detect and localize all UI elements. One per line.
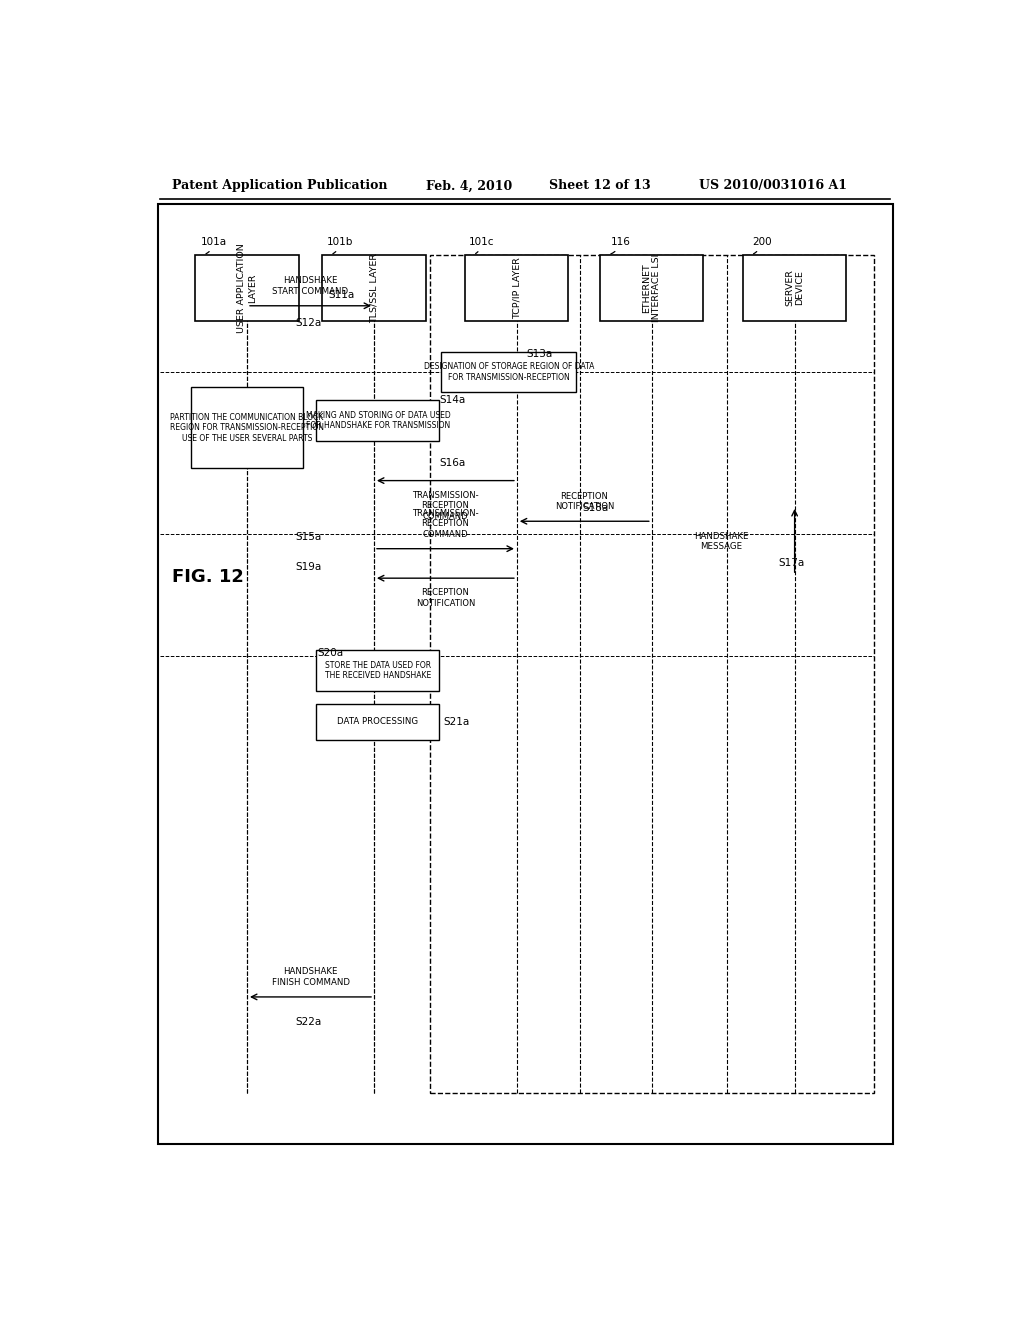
Text: 101b: 101b [328,236,353,253]
Text: TCP/IP LAYER: TCP/IP LAYER [512,257,521,319]
Bar [430,255,873,1093]
Text: S16a: S16a [439,458,465,469]
Text: 116: 116 [610,236,631,253]
Text: 101a: 101a [201,236,227,253]
Text: HANDSHAKE
START COMMAND: HANDSHAKE START COMMAND [272,276,348,296]
Text: RECEPTION
NOTIFICATION: RECEPTION NOTIFICATION [555,491,614,511]
Text: DESIGNATION OF STORAGE REGION OF DATA
FOR TRANSMISSION-RECEPTION: DESIGNATION OF STORAGE REGION OF DATA FO… [424,362,594,381]
Text: S15a: S15a [296,532,323,541]
Text: S22a: S22a [296,1018,323,1027]
Text: FIG. 12: FIG. 12 [172,568,244,586]
Bar [600,255,703,321]
Text: S18a: S18a [582,503,608,513]
Text: 200: 200 [752,236,771,253]
Text: S21a: S21a [443,717,469,727]
Text: TLS/SSL LAYER: TLS/SSL LAYER [370,253,379,323]
Bar [191,387,303,469]
Text: TRANSMISSION-
RECEPTION
COMMAND: TRANSMISSION- RECEPTION COMMAND [412,491,479,520]
Bar [316,704,439,739]
Text: MAKING AND STORING OF DATA USED
FOR HANDSHAKE FOR TRANSMISSION: MAKING AND STORING OF DATA USED FOR HAND… [305,411,451,430]
Text: S14a: S14a [439,395,465,405]
Bar [743,255,846,321]
Text: S13a: S13a [526,348,553,359]
Bar [316,400,439,441]
Bar [196,255,299,321]
Bar [316,651,439,690]
Text: US 2010/0031016 A1: US 2010/0031016 A1 [699,180,848,193]
Text: RECEPTION
NOTIFICATION: RECEPTION NOTIFICATION [416,589,475,607]
Text: ETHERNET
INTERFACE LSI: ETHERNET INTERFACE LSI [642,253,662,322]
Text: STORE THE DATA USED FOR
THE RECEIVED HANDSHAKE: STORE THE DATA USED FOR THE RECEIVED HAN… [325,661,431,680]
Text: SERVER
DEVICE: SERVER DEVICE [785,269,804,306]
Text: S19a: S19a [296,562,323,572]
Text: S11a: S11a [328,289,354,300]
Text: Feb. 4, 2010: Feb. 4, 2010 [426,180,512,193]
Text: USER APPLICATION
LAYER: USER APPLICATION LAYER [238,243,257,333]
Bar [441,351,577,392]
Bar [323,255,426,321]
Text: PARTITION THE COMMUNICATION BLOCK
REGION FOR TRANSMISSION-RECEPTION
USE OF THE U: PARTITION THE COMMUNICATION BLOCK REGION… [170,413,324,442]
Text: Sheet 12 of 13: Sheet 12 of 13 [549,180,650,193]
Text: S17a: S17a [778,558,805,568]
Text: DATA PROCESSING: DATA PROCESSING [338,718,419,726]
Text: S12a: S12a [296,318,323,329]
Text: TRANSMISSION-
RECEPTION
COMMAND: TRANSMISSION- RECEPTION COMMAND [412,508,479,539]
Text: 101c: 101c [469,236,495,253]
Bar [465,255,568,321]
Text: HANDSHAKE
FINISH COMMAND: HANDSHAKE FINISH COMMAND [271,968,349,987]
Text: HANDSHAKE
MESSAGE: HANDSHAKE MESSAGE [694,532,749,552]
Text: Patent Application Publication: Patent Application Publication [172,180,387,193]
Text: S20a: S20a [316,648,343,659]
